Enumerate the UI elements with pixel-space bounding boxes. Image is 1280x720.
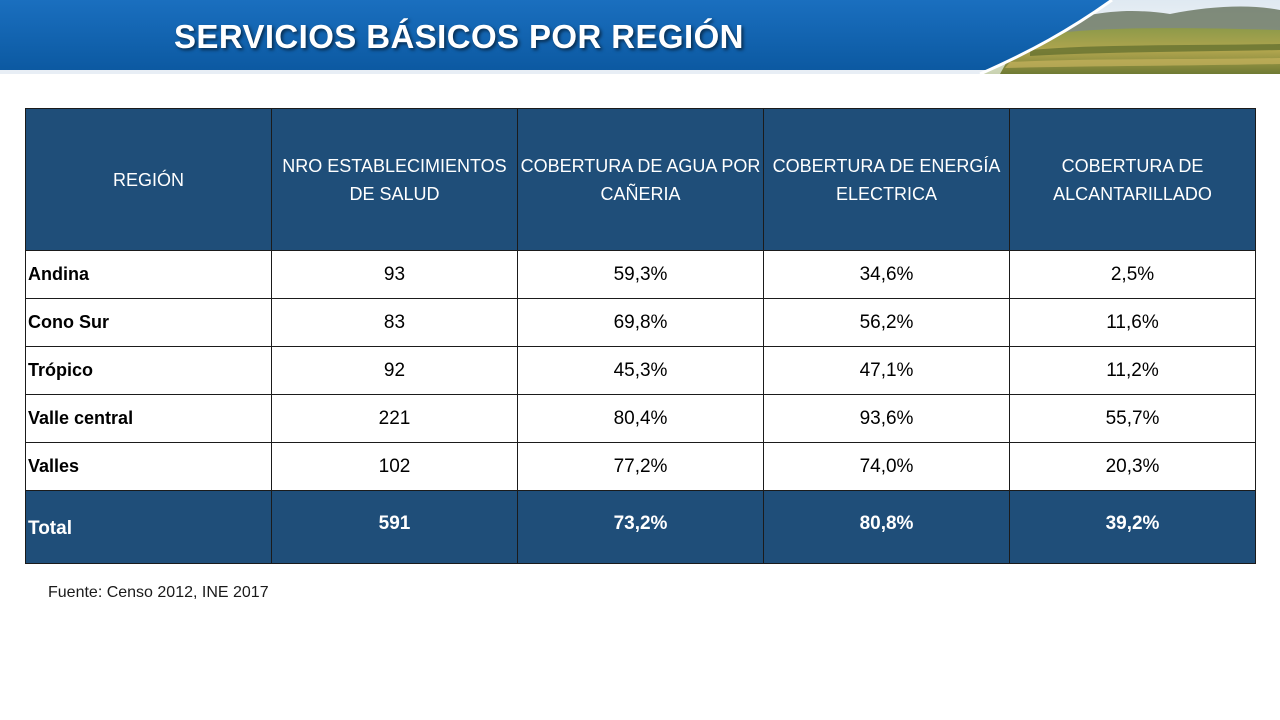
electricity-coverage-cell: 56,2% [763, 298, 1010, 347]
health-facilities-cell: 102 [271, 442, 518, 491]
table-header-row: REGIÓN NRO ESTABLECIMIENTOS DE SALUD COB… [25, 108, 1256, 251]
electricity-coverage-cell: 93,6% [763, 394, 1010, 443]
water-coverage-cell: 59,3% [517, 250, 764, 299]
region-cell: Valle central [25, 394, 272, 443]
electricity-coverage-cell: 47,1% [763, 346, 1010, 395]
total-sewerage-coverage-cell: 39,2% [1009, 490, 1256, 564]
banner-graphic [0, 0, 1280, 74]
sewerage-coverage-cell: 11,2% [1009, 346, 1256, 395]
health-facilities-cell: 92 [271, 346, 518, 395]
region-cell: Cono Sur [25, 298, 272, 347]
landscape-image [980, 0, 1280, 74]
sewerage-coverage-cell: 2,5% [1009, 250, 1256, 299]
table-row: Valles 102 77,2% 74,0% 20,3% [25, 442, 1256, 491]
sewerage-coverage-cell: 55,7% [1009, 394, 1256, 443]
header-banner: SERVICIOS BÁSICOS POR REGIÓN [0, 0, 1280, 74]
water-coverage-cell: 80,4% [517, 394, 764, 443]
health-facilities-cell: 83 [271, 298, 518, 347]
electricity-coverage-cell: 74,0% [763, 442, 1010, 491]
sewerage-coverage-cell: 20,3% [1009, 442, 1256, 491]
region-cell: Trópico [25, 346, 272, 395]
table-row: Andina 93 59,3% 34,6% 2,5% [25, 250, 1256, 299]
health-facilities-cell: 93 [271, 250, 518, 299]
table-row: Valle central 221 80,4% 93,6% 55,7% [25, 394, 1256, 443]
services-table: REGIÓN NRO ESTABLECIMIENTOS DE SALUD COB… [25, 108, 1256, 564]
column-header-electricity-coverage: COBERTURA DE ENERGÍA ELECTRICA [763, 108, 1010, 251]
column-header-region: REGIÓN [25, 108, 272, 251]
water-coverage-cell: 45,3% [517, 346, 764, 395]
sewerage-coverage-cell: 11,6% [1009, 298, 1256, 347]
region-cell: Valles [25, 442, 272, 491]
source-note: Fuente: Censo 2012, INE 2017 [48, 584, 269, 601]
water-coverage-cell: 69,8% [517, 298, 764, 347]
total-health-facilities-cell: 591 [271, 490, 518, 564]
health-facilities-cell: 221 [271, 394, 518, 443]
page-title: SERVICIOS BÁSICOS POR REGIÓN [174, 18, 744, 55]
column-header-water-coverage: COBERTURA DE AGUA POR CAÑERIA [517, 108, 764, 251]
total-label-cell: Total [25, 490, 272, 564]
column-header-health-facilities: NRO ESTABLECIMIENTOS DE SALUD [271, 108, 518, 251]
water-coverage-cell: 77,2% [517, 442, 764, 491]
column-header-sewerage-coverage: COBERTURA DE ALCANTARILLADO [1009, 108, 1256, 251]
total-water-coverage-cell: 73,2% [517, 490, 764, 564]
region-cell: Andina [25, 250, 272, 299]
electricity-coverage-cell: 34,6% [763, 250, 1010, 299]
total-electricity-coverage-cell: 80,8% [763, 490, 1010, 564]
table-row: Cono Sur 83 69,8% 56,2% 11,6% [25, 298, 1256, 347]
table-row: Trópico 92 45,3% 47,1% 11,2% [25, 346, 1256, 395]
table-total-row: Total 591 73,2% 80,8% 39,2% [25, 490, 1256, 564]
